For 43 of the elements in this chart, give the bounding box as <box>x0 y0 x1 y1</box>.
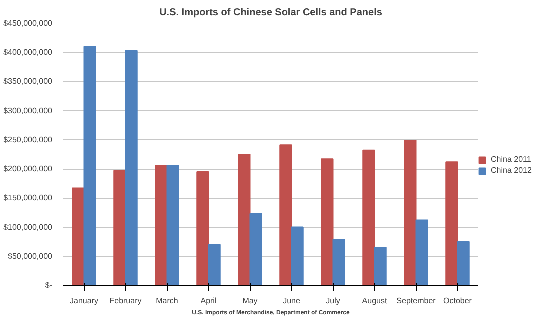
bar <box>208 244 221 286</box>
bar <box>125 50 138 286</box>
bar <box>72 188 85 286</box>
y-tick-label: $200,000,000 <box>4 164 54 174</box>
y-tick-label: $400,000,000 <box>4 48 54 58</box>
bar <box>446 162 458 286</box>
x-tick-label: September <box>396 296 436 306</box>
y-tick-label: $100,000,000 <box>4 222 54 232</box>
y-tick-label: $250,000,000 <box>4 135 54 144</box>
bar <box>155 165 168 286</box>
x-tick-label: February <box>110 296 142 306</box>
bar <box>166 165 180 286</box>
y-tick-label: $450,000,000 <box>4 19 54 28</box>
legend-label: China 2011 <box>491 155 532 164</box>
x-tick-label: April <box>200 296 217 306</box>
bar <box>114 170 126 286</box>
y-tick-label: $350,000,000 <box>4 77 54 86</box>
legend-label: China 2012 <box>491 166 532 175</box>
x-tick-label: January <box>70 296 98 306</box>
bar <box>84 46 96 286</box>
x-tick-label: August <box>362 296 388 306</box>
bar <box>238 154 251 286</box>
y-tick-label: $50,000,000 <box>8 252 54 261</box>
bar <box>280 144 292 286</box>
y-tick-label: $- <box>45 281 53 290</box>
bar <box>404 140 417 286</box>
bar <box>291 226 304 286</box>
y-tick-label: $150,000,000 <box>4 194 54 203</box>
y-tick-label: $300,000,000 <box>4 106 54 116</box>
bar <box>196 171 210 286</box>
x-tick-label: March <box>156 296 178 306</box>
bar <box>332 239 346 286</box>
bar <box>362 150 376 286</box>
bar <box>457 241 470 286</box>
bar <box>250 213 262 286</box>
bar <box>321 158 334 286</box>
x-tick-label: June <box>283 296 301 306</box>
chart-title: U.S. Imports of Chinese Solar Cells and Panels <box>160 8 383 18</box>
x-tick-label: May <box>242 296 258 306</box>
x-tick-label: October <box>444 296 472 306</box>
bar <box>374 247 387 286</box>
bar <box>416 220 428 286</box>
x-tick-label: July <box>326 296 340 306</box>
